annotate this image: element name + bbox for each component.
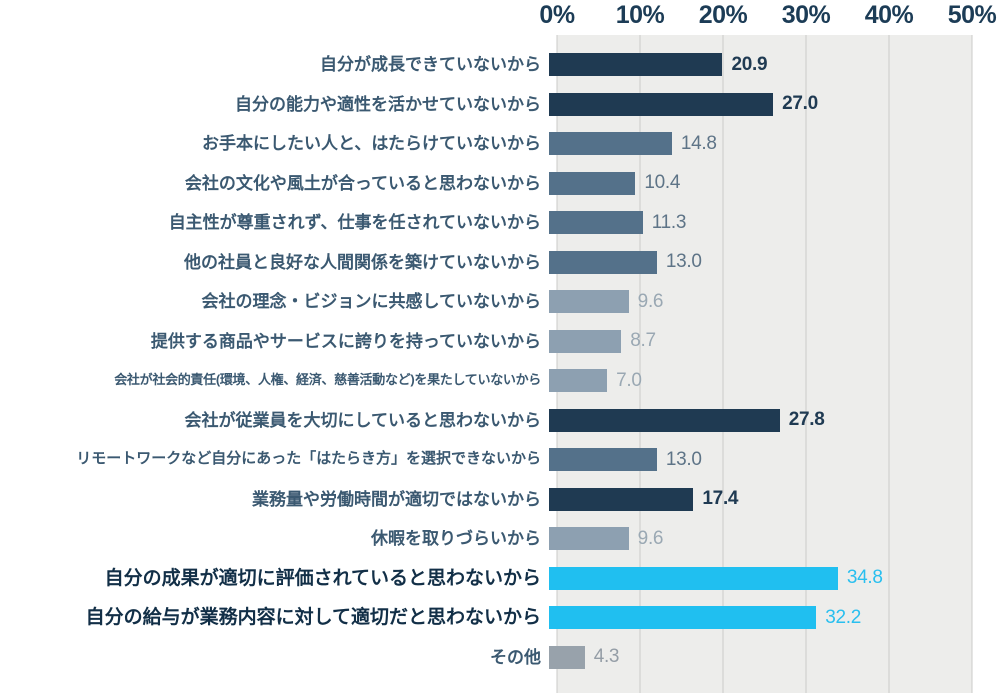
table-row: 会社の理念・ビジョンに共感していないから 9.6 bbox=[0, 282, 1000, 322]
bar-track: 11.3 bbox=[549, 211, 964, 235]
category-label: 自分が成長できていないから bbox=[320, 55, 541, 75]
table-row: 会社の文化や風土が合っていると思わないから 10.4 bbox=[0, 164, 1000, 204]
gridline bbox=[888, 35, 890, 693]
category-label: お手本にしたい人と、はたらけていないから bbox=[202, 134, 541, 154]
table-row: リモートワークなど自分にあった「はたらき方」を選択できないから 13.0 bbox=[0, 440, 1000, 480]
x-axis-tick-label: 50% bbox=[947, 1, 997, 29]
bar bbox=[549, 645, 585, 669]
table-row: 自分の能力や適性を活かせていないから 27.0 bbox=[0, 85, 1000, 125]
category-label: 他の社員と良好な人間関係を築けていないから bbox=[184, 252, 541, 272]
gridline bbox=[971, 35, 973, 693]
value-label: 27.0 bbox=[782, 93, 818, 115]
bar bbox=[549, 211, 643, 235]
bar-track: 27.8 bbox=[549, 408, 964, 432]
bar bbox=[549, 250, 657, 274]
category-label: 提供する商品やサービスに誇りを持っていないから bbox=[150, 331, 541, 351]
category-label: 会社の文化や風土が合っていると思わないから bbox=[184, 173, 541, 193]
value-label: 13.0 bbox=[665, 251, 702, 273]
category-label: 自分の能力や適性を活かせていないから bbox=[235, 94, 541, 114]
value-label: 8.7 bbox=[630, 330, 656, 352]
bar bbox=[549, 290, 629, 314]
bar bbox=[549, 92, 774, 116]
table-row: 自分が成長できていないから 20.9 bbox=[0, 45, 1000, 85]
bar bbox=[549, 566, 838, 590]
category-label: 業務量や労働時間が適切ではないから bbox=[252, 489, 541, 509]
table-row: 提供する商品やサービスに誇りを持っていないから 8.7 bbox=[0, 322, 1000, 362]
value-label: 13.0 bbox=[665, 448, 702, 470]
x-axis-tick-label: 10% bbox=[615, 1, 665, 29]
x-axis-tick-label: 20% bbox=[698, 1, 748, 29]
value-label: 14.8 bbox=[680, 132, 717, 154]
value-label: 32.2 bbox=[825, 606, 862, 628]
bar-track: 34.8 bbox=[549, 566, 964, 590]
category-label: 会社が社会的責任(環境、人権、経済、慈善活動など)を果たしていないから bbox=[114, 372, 541, 388]
category-label: 休暇を取りづらいから bbox=[371, 529, 541, 549]
bar bbox=[549, 171, 636, 195]
bar-track: 9.6 bbox=[549, 290, 964, 314]
gridline bbox=[722, 35, 724, 693]
bar-track: 4.3 bbox=[549, 645, 964, 669]
bar bbox=[549, 369, 608, 393]
value-label: 9.6 bbox=[637, 527, 664, 549]
table-row: 自主性が尊重されず、仕事を任されていないから 11.3 bbox=[0, 203, 1000, 243]
bar-track: 10.4 bbox=[549, 171, 964, 195]
value-label: 34.8 bbox=[846, 567, 883, 589]
x-axis: 0% 10% 20% 30% 40% 50% bbox=[539, 0, 996, 35]
bar bbox=[549, 606, 817, 630]
bar-track: 7.0 bbox=[549, 369, 964, 393]
value-label: 20.9 bbox=[731, 53, 768, 75]
table-row: 他の社員と良好な人間関係を築けていないから 13.0 bbox=[0, 243, 1000, 283]
bar-track: 17.4 bbox=[549, 487, 964, 511]
category-label: 会社が従業員を大切にしていると思わないから bbox=[184, 410, 542, 430]
bar-track: 14.8 bbox=[549, 132, 964, 156]
bar bbox=[549, 53, 723, 77]
table-row: 自分の成果が適切に評価されていると思わないから 34.8 bbox=[0, 559, 1000, 599]
value-label: 7.0 bbox=[616, 369, 642, 391]
gridline bbox=[805, 35, 807, 693]
gridline bbox=[556, 35, 558, 693]
category-label: リモートワークなど自分にあった「はたらき方」を選択できないから bbox=[76, 450, 541, 468]
bar bbox=[549, 527, 629, 551]
value-label: 17.4 bbox=[702, 488, 739, 510]
bar-track: 13.0 bbox=[549, 448, 964, 472]
gridline bbox=[639, 35, 641, 693]
table-row: その他 4.3 bbox=[0, 638, 1000, 678]
bar-track: 13.0 bbox=[549, 250, 964, 274]
category-label: 自主性が尊重されず、仕事を任されていないから bbox=[168, 213, 541, 233]
value-label: 9.6 bbox=[637, 290, 664, 312]
table-row: 業務量や労働時間が適切ではないから 17.4 bbox=[0, 480, 1000, 520]
table-row: 会社が従業員を大切にしていると思わないから 27.8 bbox=[0, 401, 1000, 441]
bar-track: 8.7 bbox=[549, 329, 964, 353]
category-label: 自分の成果が適切に評価されていると思わないから bbox=[104, 567, 541, 589]
value-label: 27.8 bbox=[788, 409, 825, 431]
x-axis-tick-label: 0% bbox=[539, 1, 575, 29]
bar-track: 9.6 bbox=[549, 527, 964, 551]
value-label: 4.3 bbox=[593, 646, 620, 668]
bar bbox=[549, 448, 657, 472]
table-row: 会社が社会的責任(環境、人権、経済、慈善活動など)を果たしていないから 7.0 bbox=[0, 361, 1000, 401]
value-label: 11.3 bbox=[651, 211, 687, 233]
table-row: 自分の給与が業務内容に対して適切だと思わないから 32.2 bbox=[0, 598, 1000, 638]
table-row: 休暇を取りづらいから 9.6 bbox=[0, 519, 1000, 559]
category-label: その他 bbox=[490, 647, 541, 667]
value-label: 10.4 bbox=[644, 172, 681, 194]
bar bbox=[549, 408, 780, 432]
x-axis-tick-label: 30% bbox=[781, 1, 831, 29]
bar-track: 32.2 bbox=[549, 606, 964, 630]
x-axis-tick-label: 40% bbox=[864, 1, 914, 29]
bar bbox=[549, 487, 694, 511]
bar bbox=[549, 132, 672, 156]
category-label: 自分の給与が業務内容に対して適切だと思わないから bbox=[85, 607, 541, 629]
bar bbox=[549, 329, 622, 353]
table-row: お手本にしたい人と、はたらけていないから 14.8 bbox=[0, 124, 1000, 164]
bar-track: 27.0 bbox=[549, 92, 964, 116]
bar-rows: 自分が成長できていないから 20.9 自分の能力や適性を活かせていないから 27… bbox=[0, 45, 1000, 677]
bar-track: 20.9 bbox=[549, 53, 964, 77]
category-label: 会社の理念・ビジョンに共感していないから bbox=[201, 292, 542, 312]
